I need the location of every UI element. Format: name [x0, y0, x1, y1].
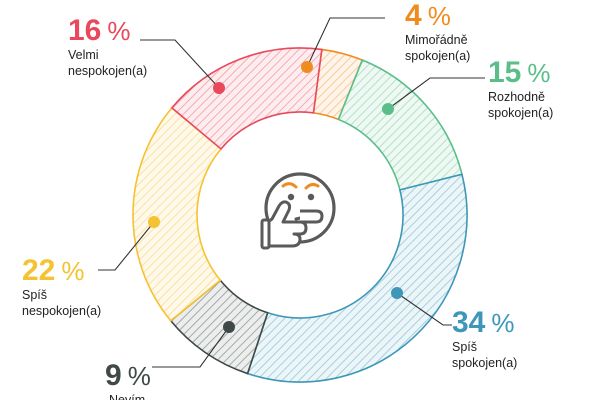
slice-rozhodne — [337, 59, 463, 191]
marker-dot-nevim — [223, 321, 235, 333]
eyebrow-left — [281, 182, 298, 189]
slice-value-spis-spok: 34% — [452, 306, 515, 339]
marker-dot-rozhodne — [382, 103, 394, 115]
leader-line-rozhodne — [387, 77, 485, 110]
slice-label-nevim-0: Nevím — [109, 393, 145, 400]
slice-spis-nesp — [132, 106, 223, 322]
slice-label-spis-nesp-1: nespokojen(a) — [22, 304, 101, 318]
eyebrow-right — [304, 182, 320, 190]
slice-label-velmi-1: nespokojen(a) — [68, 64, 147, 78]
eye-right — [307, 193, 315, 201]
pointing-finger — [300, 209, 324, 224]
thinking-face-icon — [260, 172, 336, 250]
slice-value-spis-nesp: 22% — [22, 254, 85, 287]
slice-velmi — [170, 47, 323, 151]
slice-value-nevim: 9% — [105, 359, 151, 392]
slice-label-velmi-0: Velmi — [68, 48, 99, 62]
leader-line-spis-nesp — [98, 221, 155, 271]
slice-spis-spok — [246, 173, 468, 383]
leader-line-nevim — [152, 326, 230, 368]
marker-dot-mimoradne — [301, 61, 313, 73]
slice-label-rozhodne-0: Rozhodně — [488, 90, 545, 104]
slice-label-mimoradne-1: spokojen(a) — [405, 49, 470, 63]
slice-label-rozhodne-1: spokojen(a) — [488, 106, 553, 120]
leader-line-spis-spok — [396, 292, 452, 326]
slice-label-mimoradne-0: Mimořádně — [405, 33, 468, 47]
leader-line-mimoradne — [306, 17, 385, 68]
eye-left — [287, 193, 295, 201]
slice-label-spis-nesp-0: Spíš — [22, 288, 47, 302]
slice-label-spis-spok-0: Spíš — [452, 340, 477, 354]
slice-label-spis-spok-1: spokojen(a) — [452, 356, 517, 370]
leader-line-velmi — [140, 39, 220, 89]
marker-dot-velmi — [213, 82, 225, 94]
slice-value-rozhodne: 15% — [488, 56, 551, 89]
slice-value-velmi: 16% — [68, 14, 131, 47]
marker-dot-spis-spok — [391, 287, 403, 299]
slice-value-mimoradne: 4% — [405, 0, 451, 32]
hand — [266, 200, 308, 248]
sleeve-cuff — [260, 218, 271, 250]
marker-dot-spis-nesp — [148, 216, 160, 228]
